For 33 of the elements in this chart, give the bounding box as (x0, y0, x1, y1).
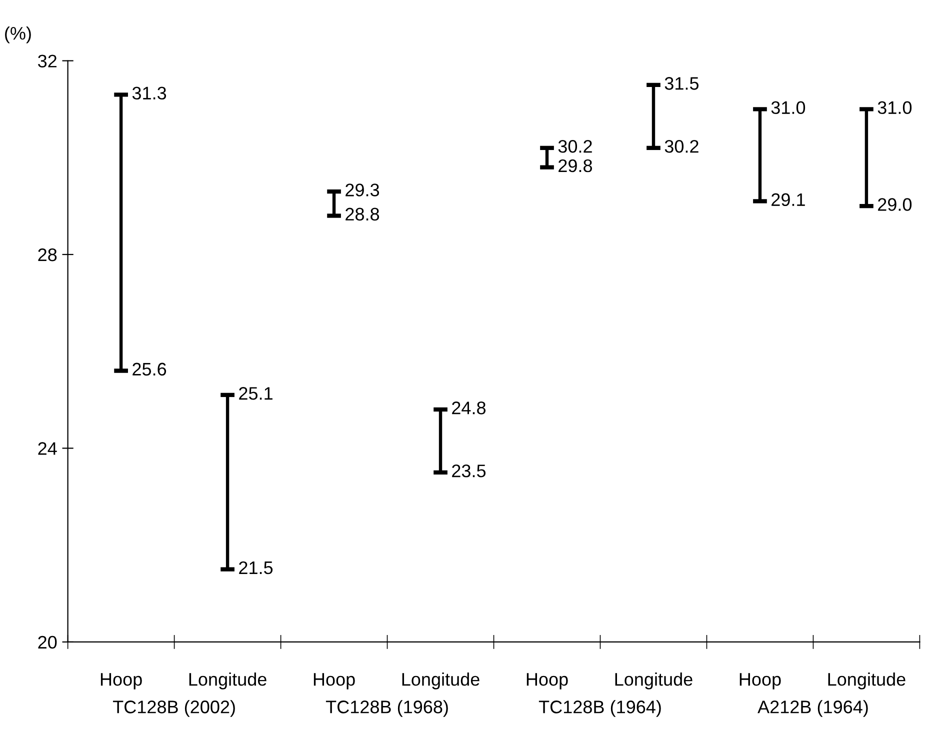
y-tick-label: 32 (38, 54, 56, 68)
x-tick-label: Longitude (828, 672, 906, 690)
y-tick-label: 24 (38, 442, 57, 455)
annotation: 30.2 (664, 140, 698, 153)
annotation: 24.8 (452, 402, 486, 414)
x-tick-label: Hoop (526, 673, 568, 690)
x-tick-label: Hoop (740, 673, 781, 690)
annotation: 28.8 (346, 208, 380, 221)
text: TC128B (1968) (326, 700, 448, 717)
annotation: 23.5 (452, 464, 486, 478)
x-tick-label: Longitude (402, 672, 480, 690)
x-tick-label: Longitude (615, 672, 692, 690)
annotation: 29.1 (772, 193, 805, 206)
y-tick-label: 28 (38, 248, 57, 262)
y-tick-label: 20 (38, 636, 57, 649)
annotation: 31.3 (132, 86, 166, 100)
y-axis-title: (%) (5, 26, 31, 44)
annotation: 25.6 (132, 362, 166, 376)
annotation: 29.8 (558, 159, 592, 172)
annotation: 29.0 (878, 198, 912, 211)
annotation: 31.0 (878, 101, 912, 114)
text: A212B (1964) (758, 700, 868, 717)
text: TC128B (1964) (538, 700, 661, 717)
annotation: 25.1 (239, 387, 272, 400)
text: TC128B (2002) (112, 700, 235, 717)
annotation: 31.5 (664, 77, 699, 90)
annotation: 29.3 (346, 184, 380, 196)
x-tick-label: Hoop (314, 673, 355, 690)
annotation: 31.0 (771, 101, 806, 114)
x-tick-label: Hoop (100, 673, 142, 690)
annotation: 21.5 (239, 561, 273, 574)
x-tick-label: Longitude (189, 672, 266, 690)
annotation: 30.2 (558, 140, 592, 153)
